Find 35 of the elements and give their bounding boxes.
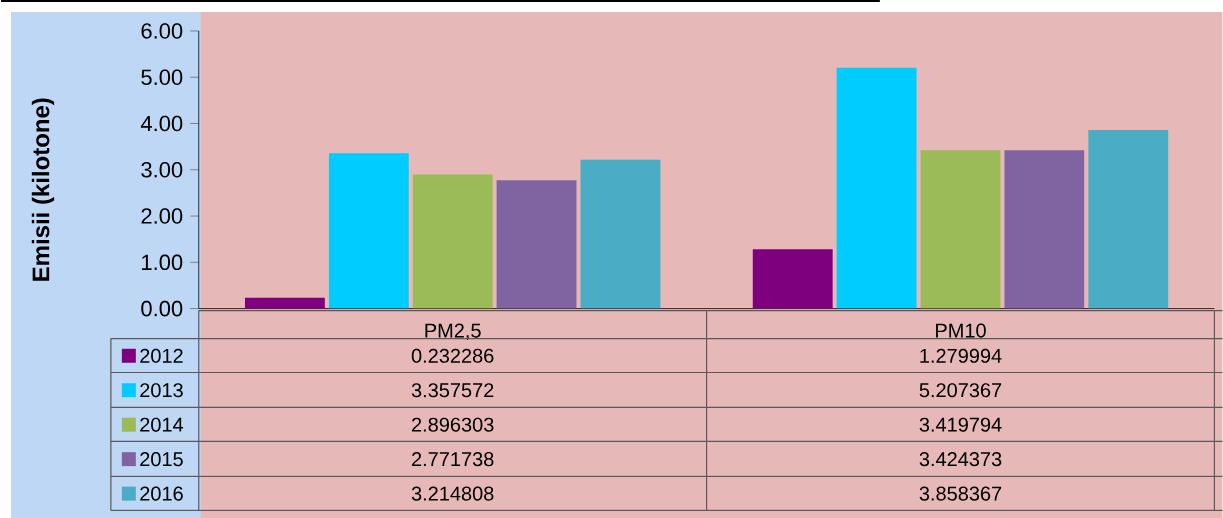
data-label: 5.207367 — [919, 383, 1002, 398]
y-tick-label: 6.00 — [141, 23, 183, 39]
bar — [244, 297, 325, 309]
data-label: 2.771738 — [412, 451, 494, 467]
bar — [496, 180, 577, 309]
legend-label: 2015 — [140, 451, 183, 467]
y-tick-label: 5.00 — [141, 69, 183, 85]
legend-label: 2016 — [140, 486, 183, 501]
bar — [752, 249, 833, 309]
bar — [412, 174, 493, 309]
data-label: 3.214808 — [411, 486, 494, 501]
bar — [920, 150, 1001, 309]
data-label: 1.279994 — [920, 348, 1002, 363]
bar — [580, 159, 661, 309]
bar — [836, 67, 917, 309]
y-tick-label: 2.00 — [141, 208, 183, 224]
bar — [328, 153, 409, 309]
data-label: 3.858367 — [919, 486, 1002, 501]
data-label: 3.419794 — [919, 417, 1002, 432]
y-axis-title: Emisii (kilotone) — [31, 98, 55, 281]
y-tick-label: 0.00 — [141, 300, 183, 317]
y-tick-label: 1.00 — [142, 254, 183, 270]
x-tick-label: PM2,5 — [425, 323, 481, 340]
bar — [1088, 129, 1169, 309]
legend-label: 2014 — [140, 417, 184, 432]
bar — [1004, 149, 1085, 309]
y-tick-label: 3.00 — [141, 161, 183, 178]
y-tick-label: 4.00 — [140, 115, 183, 132]
legend-label: 2012 — [140, 348, 183, 363]
data-label: 3.424373 — [919, 451, 1002, 467]
data-label: 2.896303 — [412, 417, 494, 432]
legend-label: 2013 — [140, 383, 183, 398]
x-tick-label: PM10 — [936, 323, 986, 338]
data-label: 0.232286 — [411, 348, 494, 363]
data-label: 3.357572 — [411, 383, 494, 398]
